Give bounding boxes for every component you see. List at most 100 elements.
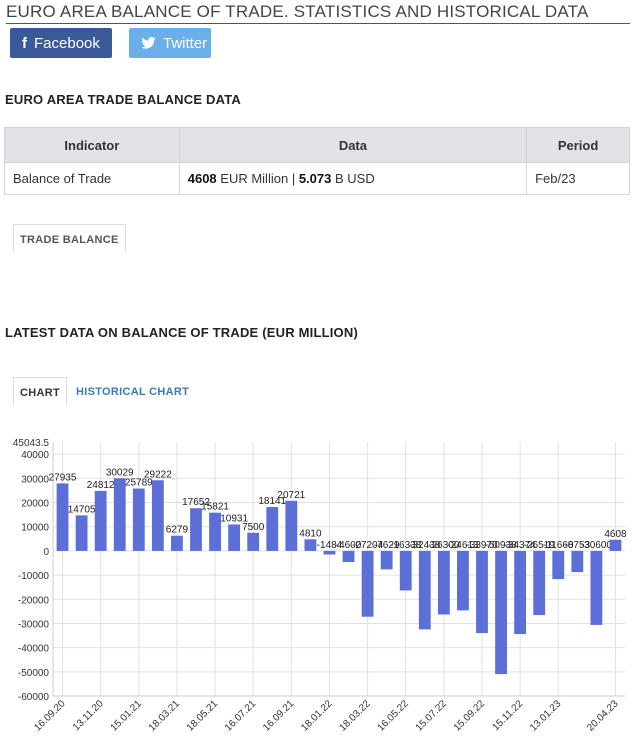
data-label: 24812: [87, 480, 115, 491]
usd-value: 5.073: [298, 171, 332, 186]
data-label: -7629: [374, 540, 400, 551]
y-tick-label: 20000: [21, 499, 49, 510]
bar: [304, 539, 317, 551]
tab-chart[interactable]: CHART: [13, 377, 67, 405]
facebook-share-button[interactable]: f Facebook: [10, 28, 112, 58]
data-label: 6279: [166, 525, 189, 536]
y-tick-label: -40000: [18, 644, 50, 655]
bar: [590, 550, 603, 625]
column-header-indicator: Indicator: [4, 127, 180, 163]
table-header-row: Indicator Data Period: [4, 127, 630, 163]
data-label: -34374: [505, 540, 537, 551]
trade-balance-table: Indicator Data Period Balance of Trade 4…: [4, 127, 630, 195]
indicator-cell: Balance of Trade: [4, 162, 180, 195]
bar: [399, 550, 412, 591]
bar: [609, 539, 622, 551]
x-tick-label: 16.05.22: [376, 698, 412, 734]
data-label: 30029: [106, 467, 134, 478]
value-separator: |: [291, 171, 296, 186]
x-tick-label: 15.07.22: [414, 698, 450, 734]
tab-trade-balance[interactable]: TRADE BALANCE: [13, 224, 126, 252]
x-tick-label: 15.11.22: [490, 698, 525, 733]
column-header-period: Period: [526, 127, 630, 163]
y-tick-label: 30000: [21, 474, 49, 485]
y-tick-label: -20000: [18, 595, 50, 606]
data-label: 17652: [182, 497, 210, 508]
bar: [437, 550, 450, 615]
x-tick-label: 20.04.23: [585, 698, 621, 734]
data-label: 15821: [201, 502, 229, 513]
data-label: 20721: [277, 490, 305, 501]
data-label: -24613: [447, 540, 479, 551]
latest-data-heading: LATEST DATA ON BALANCE OF TRADE (EUR MIL…: [5, 325, 358, 340]
data-label: -16338: [390, 540, 422, 551]
data-label: -11660: [543, 540, 574, 551]
bar: [514, 550, 527, 635]
x-tick-label: 18.03.22: [337, 698, 373, 734]
x-tick-label: 18.01.22: [299, 698, 335, 734]
data-label: 7500: [242, 522, 265, 533]
y-tick-label: 40000: [21, 450, 49, 461]
facebook-icon: f: [22, 34, 27, 52]
column-header-data: Data: [178, 127, 528, 163]
bar: [285, 500, 298, 551]
data-label: 18141: [258, 496, 286, 507]
data-label: 4608: [604, 529, 627, 540]
y-tick-label: -60000: [18, 692, 50, 703]
x-tick-label: 15.01.21: [109, 698, 145, 734]
period-cell: Feb/23: [526, 162, 630, 195]
x-tick-label: 18.05.21: [185, 698, 221, 734]
bar: [171, 535, 183, 551]
bar: [418, 550, 431, 630]
bar: [151, 480, 164, 551]
bar: [552, 550, 565, 580]
bar: [266, 507, 279, 551]
data-label: 27935: [49, 472, 77, 483]
bar: [361, 550, 374, 617]
data-label: -1484: [317, 540, 343, 551]
usd-unit: B USD: [335, 171, 375, 186]
bar: [56, 483, 69, 551]
data-label: 10931: [220, 513, 248, 524]
y-tick-label: -10000: [18, 571, 50, 582]
bar: [571, 550, 584, 573]
bar: [476, 550, 488, 634]
data-label: 14705: [68, 504, 96, 515]
tab-historical-chart[interactable]: HISTORICAL CHART: [76, 386, 190, 398]
x-tick-label: 13.01.23: [528, 698, 564, 734]
x-tick-label: 16.09.21: [261, 698, 297, 734]
bar: [247, 532, 260, 551]
bar: [457, 550, 469, 611]
table-row: Balance of Trade 4608 EUR Million | 5.07…: [4, 162, 630, 195]
y-tick-label: 0: [43, 547, 49, 558]
x-tick-label: 18.03.21: [147, 698, 183, 734]
eur-unit: EUR Million: [220, 171, 289, 186]
trade-balance-data-heading: EURO AREA TRADE BALANCE DATA: [5, 92, 241, 107]
x-tick-label: 16.09.20: [32, 698, 68, 734]
y-tick-label: -50000: [18, 668, 50, 679]
page-title: EURO AREA BALANCE OF TRADE. STATISTICS A…: [6, 2, 630, 24]
bar: [342, 550, 355, 563]
data-label: -50938: [485, 540, 517, 551]
bar: [380, 550, 393, 570]
y-axis-max-label: 45043.5: [13, 438, 50, 449]
data-label: -26300: [428, 540, 460, 551]
data-label: 25789: [125, 478, 153, 489]
facebook-label: Facebook: [34, 34, 100, 52]
bar: [209, 512, 221, 551]
bar: [113, 478, 126, 551]
data-label: 4810: [299, 528, 322, 539]
data-label: -4600: [336, 540, 362, 551]
bar: [533, 550, 546, 616]
twitter-share-button[interactable]: Twitter: [129, 28, 211, 58]
bar: [495, 550, 507, 675]
data-label: -27204: [352, 540, 384, 551]
data-label: 29222: [144, 469, 172, 480]
x-tick-label: 16.07.21: [223, 698, 259, 734]
bar: [75, 515, 88, 551]
y-tick-label: -30000: [18, 619, 50, 630]
bar: [190, 508, 202, 551]
x-tick-label: 13.11.20: [71, 698, 106, 733]
x-tick-label: 15.09.22: [452, 698, 488, 734]
